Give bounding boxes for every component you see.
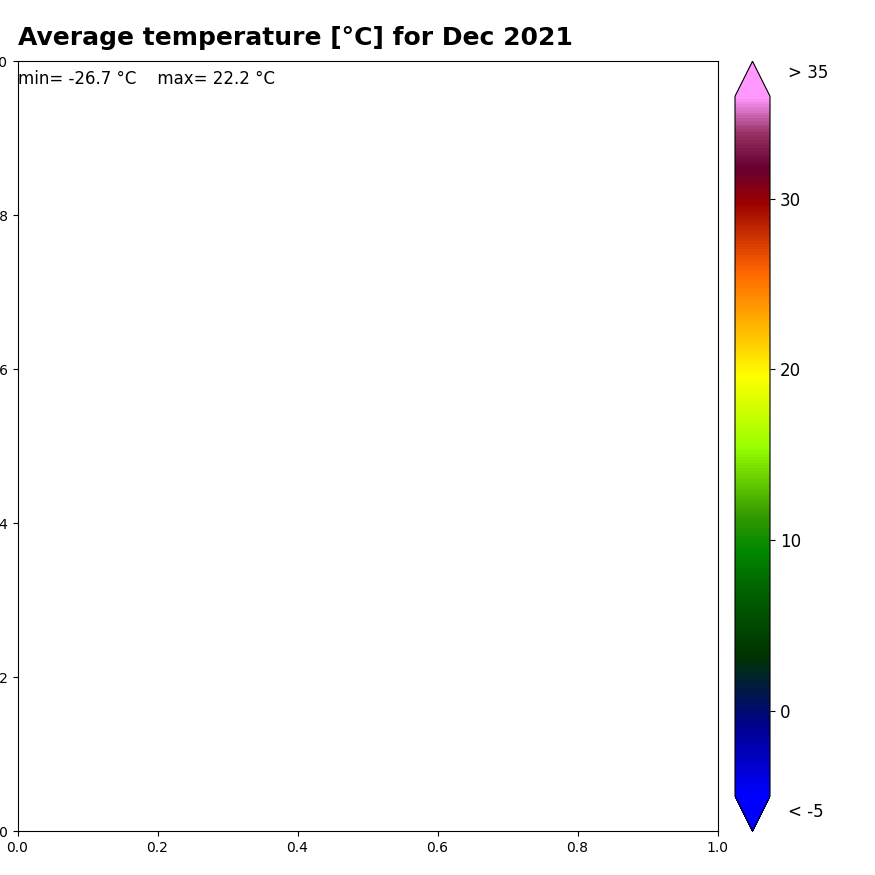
Text: min= -26.7 °C    max= 22.2 °C: min= -26.7 °C max= 22.2 °C — [18, 70, 275, 88]
Text: Average temperature [°C] for Dec 2021: Average temperature [°C] for Dec 2021 — [18, 26, 572, 50]
Text: < -5: < -5 — [788, 803, 823, 822]
PathPatch shape — [735, 61, 770, 96]
Text: > 35: > 35 — [788, 64, 828, 82]
PathPatch shape — [735, 796, 770, 831]
